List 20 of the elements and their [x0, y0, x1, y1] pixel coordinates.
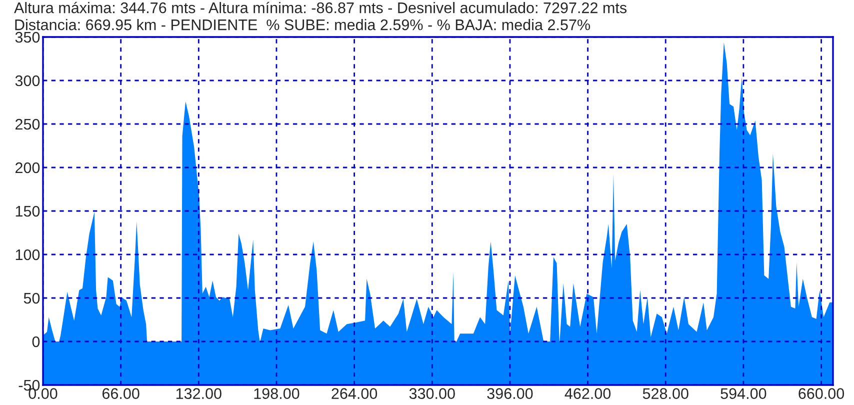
x-tick-label: 264.00: [332, 388, 378, 399]
x-tick-label: 660.00: [798, 388, 844, 399]
x-tick-label: 594.00: [720, 388, 766, 399]
y-tick-label: 200: [16, 162, 40, 174]
y-tick-label: 250: [16, 118, 40, 130]
x-tick-label: 132.00: [176, 388, 222, 399]
text: Altura máxima: 344.76 mts - Altura mínima: -86.87 mts - Desnivel acumulado: 7297.22 mts: [14, 2, 627, 14]
y-tick-label: 50: [24, 292, 40, 304]
x-tick-label: 330.00: [409, 388, 455, 399]
y-tick-label: 0: [32, 336, 40, 348]
x-tick-label: 528.00: [642, 388, 688, 399]
text: Distancia: 669.95 km - PENDIENTE % SUBE: media 2.59% - % BAJA: media 2.57%: [15, 19, 590, 30]
y-tick-label: 350: [15, 32, 40, 43]
x-tick-label: 462.00: [564, 388, 611, 399]
x-tick-label: 396.00: [487, 388, 533, 399]
x-tick-label: 66.00: [102, 388, 140, 399]
y-tick-label: 150: [16, 206, 40, 217]
y-tick-label: 300: [15, 75, 40, 86]
y-tick-label: 100: [16, 249, 40, 260]
x-tick-label: 198.00: [254, 388, 300, 399]
